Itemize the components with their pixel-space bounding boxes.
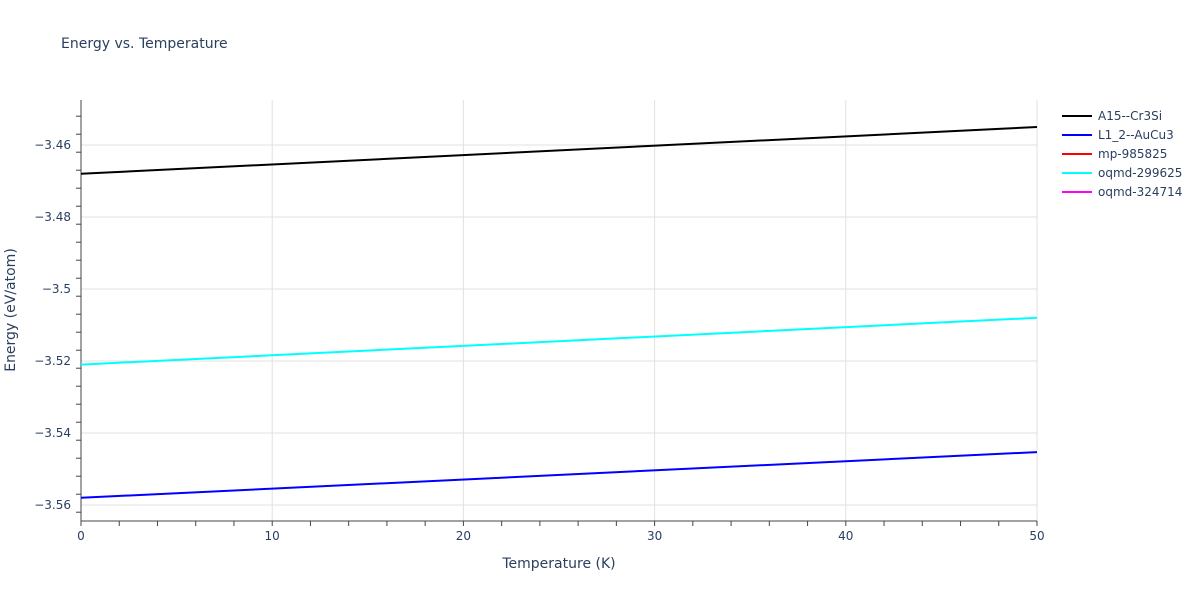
y-tick-label: −3.46 bbox=[34, 138, 71, 152]
axes bbox=[76, 100, 1038, 526]
x-tick-label: 30 bbox=[647, 529, 662, 543]
legend-item[interactable]: L1_2--AuCu3 bbox=[1062, 125, 1182, 144]
y-tick-label: −3.5 bbox=[42, 282, 71, 296]
legend-item[interactable]: oqmd-299625 bbox=[1062, 163, 1182, 182]
legend-swatch bbox=[1062, 152, 1092, 155]
legend-item[interactable]: mp-985825 bbox=[1062, 144, 1182, 163]
series-line bbox=[80, 451, 1038, 499]
legend-label: L1_2--AuCu3 bbox=[1098, 127, 1174, 142]
legend-swatch bbox=[1062, 114, 1092, 117]
grid-lines bbox=[81, 100, 1038, 521]
series-line bbox=[80, 316, 1038, 366]
x-tick-label: 40 bbox=[838, 529, 853, 543]
x-tick-label: 0 bbox=[77, 529, 85, 543]
x-tick-label: 50 bbox=[1029, 529, 1044, 543]
y-tick-label: −3.52 bbox=[34, 354, 71, 368]
legend-swatch bbox=[1062, 133, 1092, 136]
y-tick-label: −3.48 bbox=[34, 210, 71, 224]
y-tick-label: −3.54 bbox=[34, 426, 71, 440]
legend-item[interactable]: oqmd-324714 bbox=[1062, 182, 1182, 201]
x-tick-label: 20 bbox=[456, 529, 471, 543]
chart-title: Energy vs. Temperature bbox=[61, 36, 228, 52]
legend-label: oqmd-299625 bbox=[1098, 165, 1183, 180]
legend-item[interactable]: A15--Cr3Si bbox=[1062, 106, 1182, 125]
x-tick-label: 10 bbox=[265, 529, 280, 543]
data-lines bbox=[80, 126, 1038, 499]
tick-labels: −3.46 −3.48 −3.5 −3.52 −3.54 −3.56 0 10 20 30 40 50 bbox=[34, 138, 1044, 543]
legend-swatch bbox=[1062, 190, 1092, 193]
legend-label: oqmd-324714 bbox=[1098, 184, 1183, 199]
y-tick-label: −3.56 bbox=[34, 498, 71, 512]
y-axis-title: Energy (eV/atom) bbox=[3, 248, 19, 372]
x-axis-title: Temperature (K) bbox=[501, 556, 615, 572]
series-line bbox=[80, 126, 1038, 175]
legend[interactable]: A15--Cr3Si L1_2--AuCu3 mp-985825 oqmd-29962… bbox=[1062, 106, 1182, 201]
legend-label: mp-985825 bbox=[1098, 146, 1168, 161]
legend-swatch bbox=[1062, 171, 1092, 174]
legend-label: A15--Cr3Si bbox=[1098, 108, 1163, 123]
